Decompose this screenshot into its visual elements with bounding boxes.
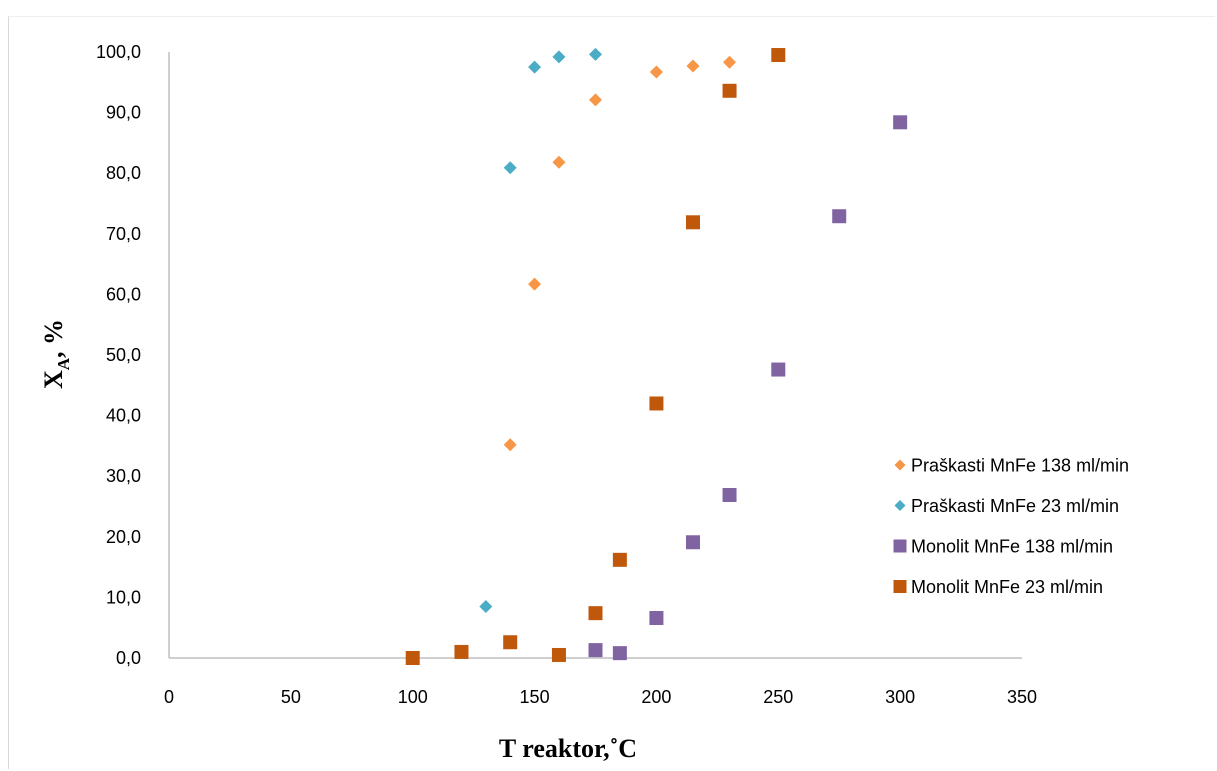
data-point [685,535,700,550]
legend-label: Praškasti MnFe 138 ml/min [911,456,1129,476]
y-tick-label: 60,0 [106,284,141,304]
data-point [405,651,420,665]
legend-marker [894,459,906,471]
data-point [722,487,737,502]
legend-item: Praškasti MnFe 23 ml/min [894,496,1119,516]
y-axis-title: XA, % [39,319,73,389]
x-tick-label: 300 [885,687,915,707]
data-point [528,60,542,74]
data-point [528,277,542,291]
legend-marker [893,580,907,593]
series-4-points [405,48,786,665]
y-tick-label: 80,0 [106,163,141,183]
axes [168,52,1022,659]
data-point [612,646,627,661]
data-point [552,50,566,64]
data-point [649,611,664,626]
y-axis-ticks: 0,0 10,0 20,0 30,0 40,0 50,0 60,0 70,0 80,0 90,0 1… [96,42,141,668]
x-tick-label: 350 [1007,687,1037,707]
data-point [479,599,493,613]
data-point [893,115,908,130]
y-axis-title-rest: , % [39,319,68,358]
data-point [589,47,602,61]
legend-label: Monolit MnFe 23 ml/min [911,577,1103,597]
y-tick-label: 0,0 [116,648,141,668]
data-points [405,47,908,665]
legend-item: Monolit MnFe 23 ml/min [893,577,1103,597]
legend-marker [894,500,906,511]
data-point [723,55,737,69]
data-point [722,83,737,98]
x-tick-label: 150 [520,687,550,707]
x-tick-label: 0 [164,687,174,707]
data-point [503,161,517,175]
data-point [588,606,603,621]
series-2-points [479,47,602,613]
legend-label: Praškasti MnFe 23 ml/min [911,496,1119,516]
data-point [551,647,566,662]
y-tick-label: 50,0 [106,345,141,365]
y-tick-label: 100,0 [96,42,141,62]
data-point [552,155,566,169]
x-tick-label: 100 [398,687,428,707]
legend-item: Monolit MnFe 138 ml/min [893,537,1113,557]
legend-marker [893,539,907,553]
x-tick-label: 250 [763,687,793,707]
legend-label: Monolit MnFe 138 ml/min [911,537,1113,557]
y-tick-label: 20,0 [106,527,141,547]
data-point [454,644,469,659]
data-point [685,215,700,230]
data-point [686,59,700,73]
legend-item: Praškasti MnFe 138 ml/min [894,456,1129,476]
x-axis-title: T reaktor,˚C [499,734,637,763]
data-point [649,65,663,79]
y-tick-label: 70,0 [106,224,141,244]
series-1-points [503,55,737,452]
data-point [503,438,517,452]
x-tick-label: 200 [641,687,671,707]
legend: Praškasti MnFe 138 ml/min Praškasti MnFe … [893,456,1129,597]
y-tick-label: 40,0 [106,406,141,426]
y-axis-title-subscript: A [54,357,73,370]
data-point [503,635,518,650]
data-point [832,209,847,224]
y-axis-title-main: X [39,370,68,389]
y-tick-label: 30,0 [106,466,141,486]
x-tick-label: 50 [281,687,301,707]
y-tick-label: 10,0 [106,587,141,607]
y-tick-label: 90,0 [106,103,141,123]
data-point [649,396,664,411]
data-point [771,362,786,377]
data-point [612,552,627,567]
x-axis-ticks: 0 50 100 150 200 250 300 350 [164,687,1037,707]
series-3-points [588,115,908,661]
data-point [588,643,603,658]
chart-frame [8,16,1215,769]
svg-text:XA, %: XA, % [39,319,73,389]
data-point [771,48,786,63]
data-point [589,93,602,107]
